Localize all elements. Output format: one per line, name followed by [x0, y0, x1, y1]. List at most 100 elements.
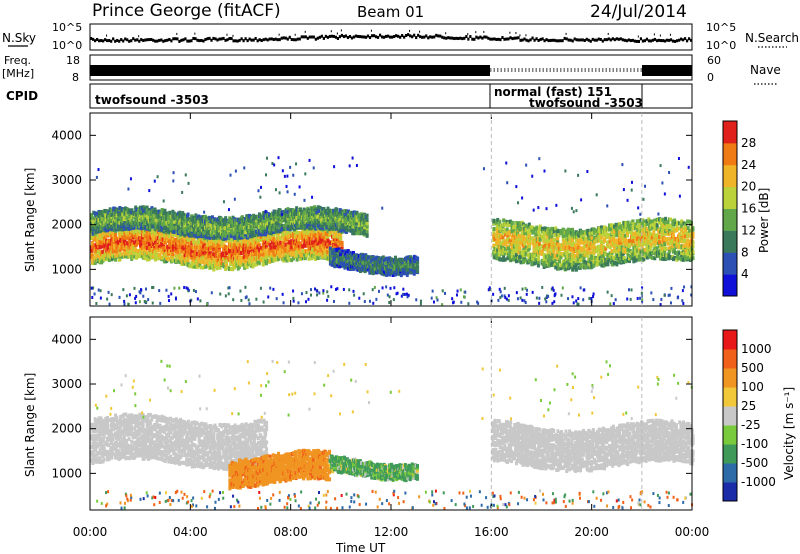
noise-point: [140, 38, 143, 42]
noise-point: [228, 37, 231, 41]
power-cell: [240, 235, 244, 240]
noise-point: [497, 37, 500, 41]
power-cell: [191, 224, 195, 229]
noise-point: [569, 38, 572, 42]
power-cell: [345, 264, 349, 269]
power-cell: [210, 215, 214, 220]
power-cell: [158, 240, 162, 245]
noise-point: [276, 38, 279, 42]
power-cell: [106, 247, 110, 252]
noise-spike: [232, 34, 234, 37]
power-cell: [130, 213, 134, 218]
noise-point: [158, 38, 161, 42]
power-cell: [245, 247, 249, 252]
power-cell: [337, 233, 341, 238]
noise-point: [168, 37, 171, 41]
power-cell: [186, 247, 190, 252]
noise-point: [258, 38, 261, 42]
power-cell: [233, 239, 237, 244]
power-cell: [163, 215, 167, 220]
power-cell: [299, 234, 303, 239]
noise-point: [445, 36, 448, 40]
power-cell: [247, 249, 251, 254]
power-cell: [344, 229, 348, 234]
power-cell: [164, 240, 168, 245]
noise-point: [603, 38, 606, 42]
power-cell: [363, 214, 367, 219]
noise-point: [563, 36, 566, 40]
noise-point: [388, 35, 392, 39]
power-cell: [286, 243, 290, 248]
power-cell: [328, 240, 332, 245]
power-cell: [160, 241, 164, 246]
power-cell: [229, 238, 233, 243]
power-cell: [93, 256, 97, 261]
power-cell: [152, 254, 156, 259]
noise-point: [182, 38, 185, 42]
power-cell: [103, 235, 107, 240]
power-cell: [225, 263, 229, 268]
noise-point: [348, 34, 352, 38]
power-cell: [192, 236, 196, 241]
noise-point: [238, 38, 241, 42]
power-cell: [99, 216, 103, 221]
power-cell: [294, 254, 298, 259]
power-cell: [238, 243, 242, 248]
nave-label: Nave: [750, 63, 781, 77]
noise-point: [609, 38, 612, 42]
noise-point: [547, 39, 550, 43]
power-cell: [240, 232, 244, 237]
noise-point: [130, 39, 133, 43]
power-cell: [140, 236, 144, 241]
power-cell: [357, 265, 361, 270]
power-cell: [259, 237, 263, 242]
power-cell: [274, 229, 278, 234]
noise-point: [270, 37, 273, 41]
power-cell: [326, 250, 330, 255]
noise-point: [262, 38, 265, 42]
noise-point: [280, 36, 283, 40]
noise-point: [443, 36, 446, 40]
power-cell: [140, 230, 144, 235]
power-cell: [130, 218, 134, 223]
power-cell: [203, 247, 207, 252]
noise-point: [132, 37, 135, 41]
cpid-label: CPID: [6, 89, 38, 103]
power-cell: [121, 240, 125, 245]
power-cell: [116, 253, 120, 258]
power-cell: [152, 229, 156, 234]
power-cell: [212, 255, 216, 260]
power-cell: [326, 231, 330, 236]
noise-point: [461, 37, 464, 41]
power-cell: [195, 224, 199, 229]
noise-point: [320, 34, 323, 38]
power-cell: [218, 252, 222, 257]
power-cell: [225, 251, 229, 256]
noise-point: [519, 38, 522, 42]
power-cell: [326, 238, 330, 243]
noise-point: [236, 39, 239, 43]
noise-point: [336, 36, 340, 40]
power-cell: [186, 237, 190, 242]
noise-point: [198, 39, 201, 43]
power-cell: [178, 240, 182, 245]
power-cell: [297, 246, 301, 251]
noise-point: [302, 35, 305, 39]
power-cell: [292, 239, 296, 244]
noise-left-tick-high: 10^5: [52, 21, 82, 34]
noise-point: [535, 37, 538, 41]
power-cell: [365, 224, 369, 229]
noise-point: [274, 37, 277, 41]
power-cell: [334, 234, 338, 239]
power-cell: [346, 254, 350, 259]
noise-point: [529, 38, 532, 42]
power-cell: [119, 252, 123, 257]
power-cell: [99, 226, 103, 231]
power-cell: [238, 219, 242, 224]
power-cell: [204, 245, 208, 250]
cpid-segment-3: twofsound -3503: [529, 96, 643, 110]
noise-point: [499, 38, 502, 42]
noise-point: [332, 34, 336, 38]
power-cell: [90, 248, 94, 253]
power-cell: [104, 218, 108, 223]
